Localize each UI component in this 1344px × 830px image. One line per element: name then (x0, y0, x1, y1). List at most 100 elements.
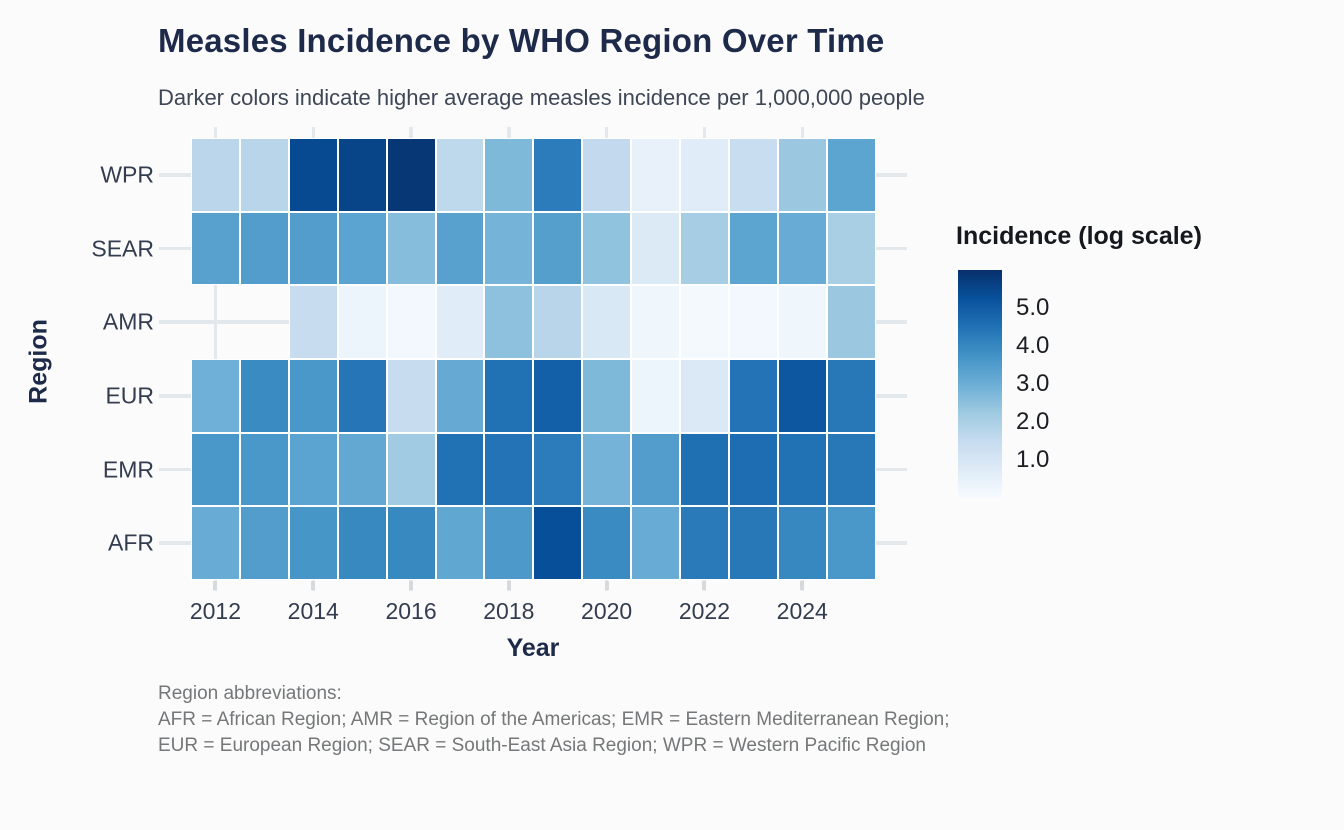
heatmap-cell (728, 138, 778, 212)
y-axis-tick (159, 467, 191, 472)
heatmap-cell (386, 359, 436, 433)
heatmap-cell (582, 432, 632, 507)
heatmap-cell (533, 359, 583, 433)
heatmap-cell (680, 138, 729, 212)
heatmap-cell (239, 432, 289, 507)
legend-tick-label: 2.0 (1016, 408, 1050, 435)
y-axis-label-wpr: WPR (100, 161, 154, 188)
heatmap-cell (826, 285, 876, 359)
horizontal-gridline (191, 173, 907, 177)
heatmap-cell (680, 506, 729, 581)
heatmap-cell (777, 211, 827, 286)
heatmap-cell (386, 285, 436, 359)
legend-colorbar (958, 270, 1002, 498)
heatmap-cell (777, 432, 827, 507)
x-axis-tick (702, 581, 707, 590)
heatmap-cell (631, 211, 680, 286)
heatmap-cell (337, 285, 387, 359)
x-axis-tick (213, 581, 218, 590)
legend-tick-label: 5.0 (1016, 294, 1050, 321)
heatmap-cell (533, 432, 583, 507)
y-axis-tick (159, 541, 191, 545)
vertical-gridline (800, 127, 804, 591)
heatmap-cell (288, 359, 338, 433)
x-axis-tick (604, 581, 609, 590)
heatmap-cell (435, 285, 485, 359)
heatmap-cell (386, 138, 436, 212)
legend-title: Incidence (log scale) (956, 222, 1202, 250)
heatmap-cell (728, 211, 778, 286)
heatmap-cell (777, 359, 827, 433)
vertical-gridline (213, 127, 218, 591)
heatmap-cell (191, 359, 240, 433)
caption-line: AFR = African Region; AMR = Region of th… (158, 709, 950, 730)
horizontal-gridline (191, 320, 907, 324)
heatmap-cell (435, 506, 485, 581)
vertical-gridline (409, 127, 413, 591)
y-axis-title: Region (24, 319, 53, 404)
y-axis-label-sear: SEAR (91, 235, 154, 261)
heatmap-cell (680, 211, 729, 286)
heatmap-cell (777, 506, 827, 581)
heatmap-cell (337, 211, 387, 286)
y-axis-tick (159, 173, 191, 177)
heatmap-cell (484, 138, 534, 212)
legend-tick-label: 3.0 (1016, 370, 1050, 397)
heatmap-cell (288, 506, 338, 581)
page-subtitle: Darker colors indicate higher average me… (158, 85, 925, 110)
heatmap-cell (533, 506, 583, 581)
heatmap-cell (484, 506, 534, 581)
horizontal-gridline (191, 467, 907, 472)
heatmap-cell (777, 285, 827, 359)
heatmap-cell (826, 506, 876, 581)
x-axis-label-2014: 2014 (287, 598, 339, 624)
heatmap-cell (582, 285, 632, 359)
heatmap-cell (288, 211, 338, 286)
x-axis-title: Year (506, 634, 560, 662)
heatmap-cell (191, 211, 240, 286)
heatmap-cell (239, 359, 289, 433)
y-axis-tick (159, 394, 191, 398)
heatmap-cell (239, 211, 289, 286)
heatmap-cell (239, 138, 289, 212)
heatmap-cell (582, 359, 632, 433)
horizontal-gridline (191, 541, 907, 545)
heatmap-cell (582, 211, 632, 286)
y-axis-tick (159, 320, 191, 324)
heatmap-cell (239, 506, 289, 581)
heatmap-cell (484, 211, 534, 286)
heatmap-cell (777, 138, 827, 212)
heatmap-cell (435, 359, 485, 433)
heatmap-cell (826, 432, 876, 507)
x-axis-label-2020: 2020 (581, 598, 633, 624)
y-axis-tick (159, 246, 191, 251)
heatmap-cell (288, 432, 338, 507)
legend-tick-label: 1.0 (1016, 446, 1050, 473)
heatmap-cell (533, 211, 583, 286)
legend-tick-label: 4.0 (1016, 332, 1050, 359)
vertical-gridline (702, 127, 707, 591)
heatmap-cell (386, 506, 436, 581)
heatmap-cell (728, 432, 778, 507)
heatmap-cell (337, 359, 387, 433)
x-axis-label-2018: 2018 (483, 598, 535, 624)
heatmap-cell (386, 211, 436, 286)
x-axis-tick (506, 581, 511, 590)
caption: Region abbreviations: AFR = African Regi… (158, 681, 950, 759)
caption-line: EUR = European Region; SEAR = South-East… (158, 735, 926, 756)
x-axis-tick (311, 581, 316, 590)
heatmap-cell (337, 432, 387, 507)
heatmap-cell (288, 138, 338, 212)
x-axis-tick (800, 581, 805, 590)
heatmap-cell (631, 506, 680, 581)
heatmap-cell (631, 359, 680, 433)
heatmap-cell (191, 432, 240, 507)
heatmap-cell (435, 138, 485, 212)
heatmap-cell (484, 285, 534, 359)
heatmap-cell (826, 359, 876, 433)
heatmap-cell (631, 285, 680, 359)
heatmap-cell (631, 138, 680, 212)
heatmap-cell (582, 506, 632, 581)
y-axis-label-afr: AFR (108, 529, 154, 556)
horizontal-gridline (191, 246, 907, 251)
